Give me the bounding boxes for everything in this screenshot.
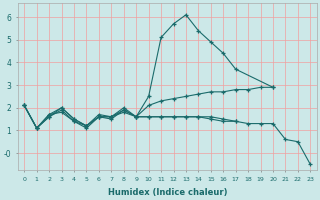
X-axis label: Humidex (Indice chaleur): Humidex (Indice chaleur) xyxy=(108,188,227,197)
